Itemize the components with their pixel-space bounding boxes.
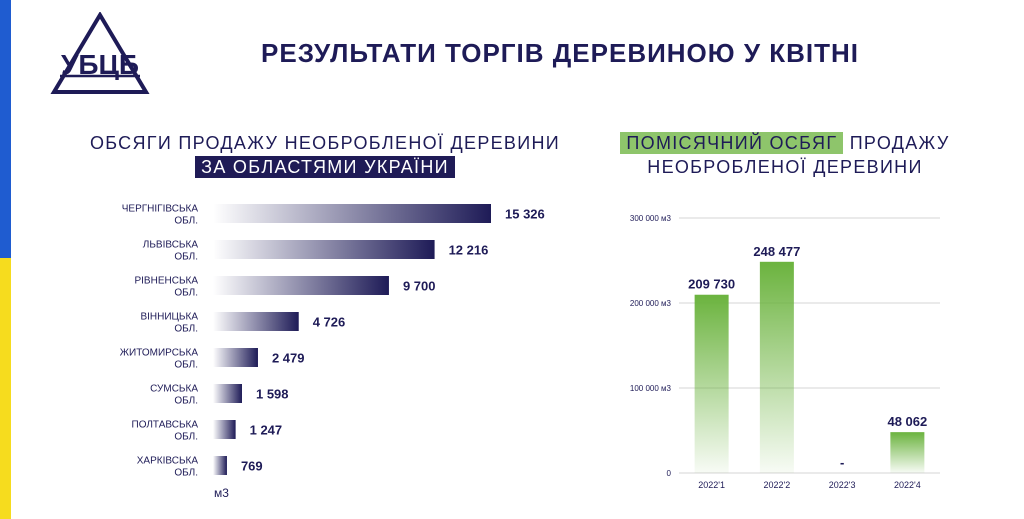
bar-value-label: 12 216 bbox=[449, 243, 489, 258]
bar-value-label: 9 700 bbox=[403, 279, 436, 294]
bar-region-1 bbox=[213, 240, 435, 259]
x-tick-label: 2022'4 bbox=[894, 480, 921, 490]
x-tick-label: 2022'2 bbox=[764, 480, 791, 490]
bar-value-label: 2 479 bbox=[272, 351, 305, 366]
bar-value-label: 1 247 bbox=[250, 423, 283, 438]
left-chart-title: ОБСЯГИ ПРОДАЖУ НЕОБРОБЛЕНОЇ ДЕРЕВИНИ ЗА … bbox=[80, 131, 570, 179]
category-label: ХАРКІВСЬКА bbox=[137, 456, 199, 467]
bar-value-label: 15 326 bbox=[505, 207, 545, 222]
category-label-suffix: ОБЛ. bbox=[174, 360, 198, 371]
right-chart-title-highlight: ПОМІСЯЧНИЙ ОСБЯГ bbox=[620, 132, 844, 154]
bar-region-7 bbox=[213, 456, 227, 475]
bar-region-4 bbox=[213, 348, 258, 367]
bar-value-label: 209 730 bbox=[688, 277, 735, 292]
bar-region-0 bbox=[213, 204, 491, 223]
right-chart-title: ПОМІСЯЧНИЙ ОСБЯГ ПРОДАЖУ НЕОБРОБЛЕНОЇ ДЕ… bbox=[600, 131, 970, 179]
y-tick-label: 200 000 м3 bbox=[630, 299, 672, 308]
bar-month-3 bbox=[890, 432, 925, 473]
category-label-suffix: ОБЛ. bbox=[174, 468, 198, 479]
category-label-suffix: ОБЛ. bbox=[174, 432, 198, 443]
y-tick-label: 100 000 м3 bbox=[630, 384, 672, 393]
bar-value-label: - bbox=[840, 455, 844, 470]
logo-lettering: УБЦБ bbox=[61, 49, 139, 80]
x-tick-label: 2022'1 bbox=[698, 480, 725, 490]
bar-month-0 bbox=[694, 294, 729, 473]
left-chart-title-line1: ОБСЯГИ ПРОДАЖУ НЕОБРОБЛЕНОЇ ДЕРЕВИНИ bbox=[89, 133, 561, 153]
category-label: РІВНЕНСЬКА bbox=[134, 276, 198, 287]
category-label-suffix: ОБЛ. bbox=[174, 324, 198, 335]
y-tick-label: 0 bbox=[667, 469, 672, 478]
flag-stripe-blue bbox=[0, 0, 11, 258]
category-label-suffix: ОБЛ. bbox=[174, 216, 198, 227]
bar-region-3 bbox=[213, 312, 299, 331]
y-tick-label: 300 000 м3 bbox=[630, 214, 672, 223]
category-label-suffix: ОБЛ. bbox=[174, 252, 198, 263]
bar-value-label: 248 477 bbox=[753, 244, 800, 259]
category-label: ЧЕРГНІГІВСЬКА bbox=[122, 204, 199, 215]
bar-month-1 bbox=[759, 261, 794, 473]
logo: УБЦБ bbox=[50, 12, 150, 94]
left-chart-title-line2: ЗА ОБЛАСТЯМИ УКРАЇНИ bbox=[195, 156, 455, 178]
bar-value-label: 1 598 bbox=[256, 387, 289, 402]
bar-value-label: 4 726 bbox=[313, 315, 346, 330]
category-label: ЛЬВІВСЬКА bbox=[143, 240, 199, 251]
category-label: ВІННИЦЬКА bbox=[140, 312, 198, 323]
bar-region-6 bbox=[213, 420, 236, 439]
right-chart-title-line2: НЕОБРОБЛЕНОЇ ДЕРЕВИНИ bbox=[647, 157, 923, 177]
bar-value-label: 769 bbox=[241, 459, 263, 474]
category-label-suffix: ОБЛ. bbox=[174, 288, 198, 299]
x-tick-label: 2022'3 bbox=[829, 480, 856, 490]
category-label-suffix: ОБЛ. bbox=[174, 396, 198, 407]
category-label: СУМСЬКА bbox=[150, 384, 198, 395]
bar-region-2 bbox=[213, 276, 389, 295]
page-title: РЕЗУЛЬТАТИ ТОРГІВ ДЕРЕВИНОЮ У КВІТНІ bbox=[261, 38, 859, 68]
monthly-bar-chart: 0 100 000 м3 200 000 м3 300 000 м3 209 730 20… bbox=[630, 214, 940, 490]
unit-label: м3 bbox=[214, 486, 229, 500]
flag-stripe-yellow bbox=[0, 258, 11, 519]
bar-value-label: 48 062 bbox=[887, 414, 927, 429]
category-label: ЖИТОМИРСЬКА bbox=[120, 348, 199, 359]
right-chart-title-rest: ПРОДАЖУ bbox=[849, 133, 950, 153]
bar-region-5 bbox=[213, 384, 242, 403]
category-label: ПОЛТАВСЬКА bbox=[132, 420, 199, 431]
